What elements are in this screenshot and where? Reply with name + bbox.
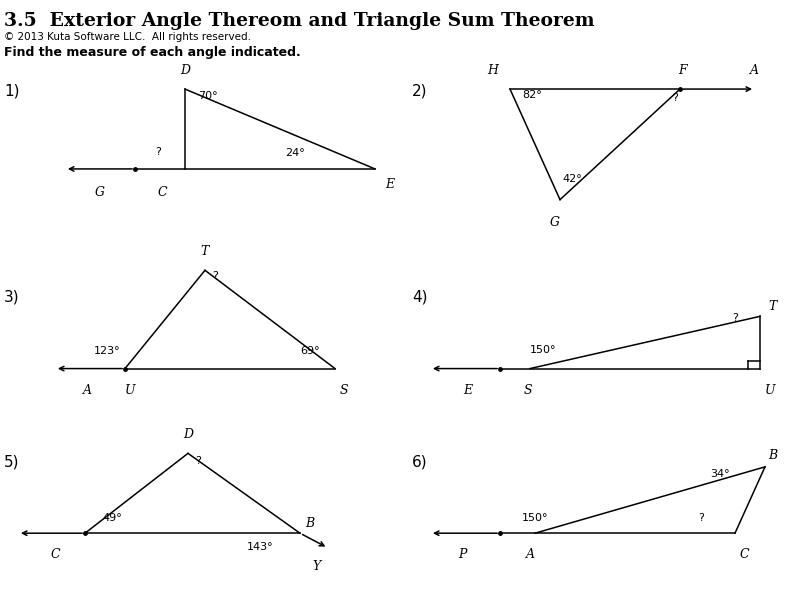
- Text: 5): 5): [4, 455, 19, 470]
- Text: ?: ?: [732, 312, 738, 323]
- Text: ?: ?: [672, 93, 678, 103]
- Text: 143°: 143°: [246, 542, 274, 551]
- Text: 3): 3): [4, 290, 20, 305]
- Text: D: D: [180, 64, 190, 77]
- Text: E: E: [463, 384, 473, 397]
- Text: 6): 6): [412, 455, 428, 470]
- Text: B: B: [305, 517, 314, 530]
- Text: ?: ?: [155, 147, 161, 157]
- Text: 82°: 82°: [522, 90, 542, 99]
- Text: 34°: 34°: [710, 469, 730, 479]
- Text: U: U: [765, 384, 775, 397]
- Text: A: A: [83, 384, 92, 397]
- Text: © 2013 Kuta Software LLC.  All rights reserved.: © 2013 Kuta Software LLC. All rights res…: [4, 32, 251, 42]
- Text: H: H: [487, 64, 498, 77]
- Text: P: P: [458, 548, 466, 561]
- Text: ?: ?: [195, 456, 201, 465]
- Text: Find the measure of each angle indicated.: Find the measure of each angle indicated…: [4, 46, 301, 59]
- Text: 49°: 49°: [102, 514, 122, 523]
- Text: S: S: [340, 384, 349, 397]
- Text: F: F: [678, 64, 686, 77]
- Text: G: G: [95, 185, 105, 199]
- Text: 150°: 150°: [522, 514, 549, 523]
- Text: 70°: 70°: [198, 92, 218, 101]
- Text: 1): 1): [4, 83, 19, 98]
- Text: S: S: [524, 384, 532, 397]
- Text: 4): 4): [412, 290, 427, 305]
- Text: 150°: 150°: [530, 345, 557, 355]
- Text: C: C: [50, 548, 60, 561]
- Text: 69°: 69°: [300, 346, 320, 356]
- Text: 42°: 42°: [562, 175, 582, 184]
- Text: 24°: 24°: [285, 149, 305, 158]
- Text: C: C: [157, 185, 167, 199]
- Text: D: D: [183, 428, 193, 441]
- Text: T: T: [201, 245, 209, 258]
- Text: ?: ?: [212, 272, 218, 281]
- Text: A: A: [526, 548, 534, 561]
- Text: E: E: [385, 178, 394, 191]
- Text: U: U: [125, 384, 135, 397]
- Text: B: B: [768, 449, 777, 462]
- Text: Y: Y: [312, 560, 320, 573]
- Text: G: G: [550, 216, 560, 229]
- Text: T: T: [768, 300, 776, 313]
- Text: ?: ?: [698, 514, 704, 523]
- Text: 2): 2): [412, 83, 427, 98]
- Text: C: C: [740, 548, 750, 561]
- Text: 3.5  Exterior Angle Thereom and Triangle Sum Theorem: 3.5 Exterior Angle Thereom and Triangle …: [4, 12, 594, 30]
- Text: 123°: 123°: [94, 346, 120, 356]
- Text: A: A: [750, 64, 759, 77]
